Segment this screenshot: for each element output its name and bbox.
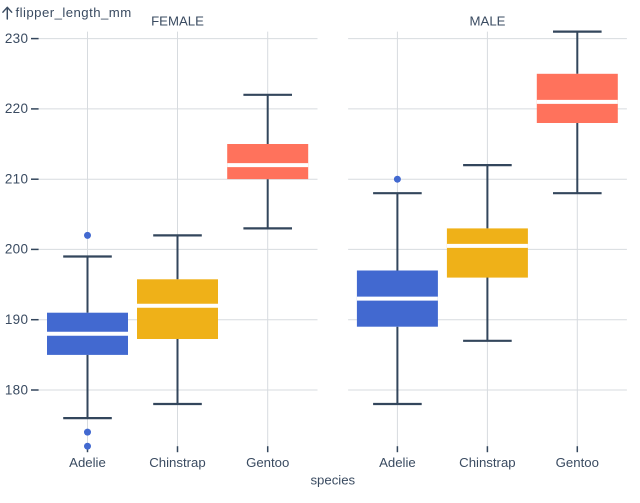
svg-text:FEMALE: FEMALE [151, 14, 204, 29]
svg-text:180: 180 [5, 382, 28, 397]
svg-text:190: 190 [5, 312, 28, 327]
svg-text:210: 210 [5, 172, 28, 187]
svg-text:Chinstrap: Chinstrap [459, 455, 515, 470]
svg-text:Adelie: Adelie [379, 455, 416, 470]
svg-text:220: 220 [5, 101, 28, 116]
svg-text:Gentoo: Gentoo [246, 455, 289, 470]
svg-text:Adelie: Adelie [69, 455, 106, 470]
svg-text:species: species [310, 473, 355, 488]
svg-text:230: 230 [5, 31, 28, 46]
svg-text:200: 200 [5, 242, 28, 257]
svg-text:flipper_length_mm: flipper_length_mm [16, 5, 132, 20]
svg-text:MALE: MALE [470, 14, 506, 29]
svg-text:Gentoo: Gentoo [556, 455, 599, 470]
svg-text:Chinstrap: Chinstrap [149, 455, 205, 470]
